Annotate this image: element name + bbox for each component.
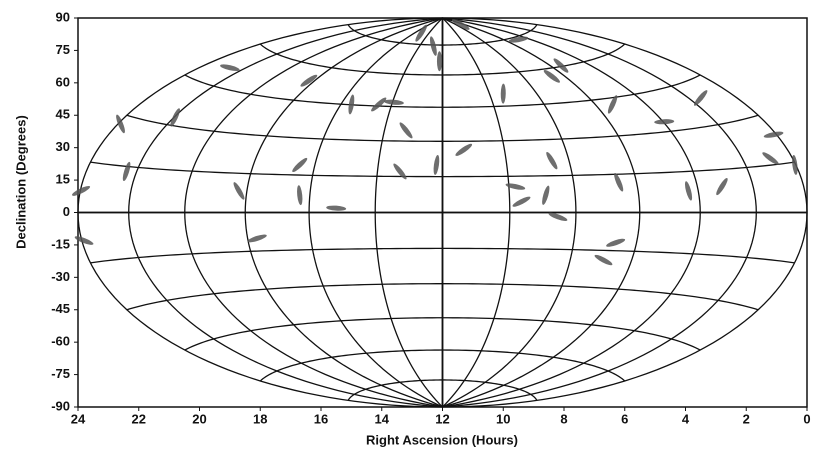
source-ellipse: [348, 94, 355, 115]
x-tick-label: 0: [803, 411, 810, 426]
source-ellipse: [512, 196, 531, 207]
source-ellipse: [415, 24, 428, 42]
source-ellipse: [74, 236, 94, 245]
source-ellipse: [371, 97, 387, 112]
x-tick-label: 6: [621, 411, 628, 426]
source-ellipse: [436, 51, 442, 72]
source-ellipse: [292, 157, 308, 173]
y-tick-label: 90: [56, 9, 70, 24]
x-tick-label: 12: [435, 411, 449, 426]
x-tick-label: 16: [314, 411, 328, 426]
x-tick-label: 24: [71, 411, 86, 426]
y-tick-label: 60: [56, 74, 70, 89]
source-ellipse: [684, 181, 693, 201]
y-tick-label: 0: [63, 204, 70, 219]
x-axis-label: Right Ascension (Hours): [366, 432, 518, 447]
y-tick-label: -15: [51, 236, 70, 251]
y-tick-label: -30: [51, 269, 70, 284]
source-ellipse: [326, 205, 347, 211]
source-ellipse: [763, 131, 784, 138]
source-ellipse: [122, 161, 131, 182]
source-ellipse: [300, 74, 318, 87]
source-ellipse: [792, 155, 798, 175]
source-ellipse: [71, 185, 91, 196]
source-ellipse: [429, 36, 437, 56]
y-tick-label: -75: [51, 366, 70, 381]
x-tick-label: 10: [496, 411, 510, 426]
source-ellipse: [594, 254, 613, 266]
source-ellipse: [716, 177, 728, 196]
x-tick-label: 2: [743, 411, 750, 426]
source-ellipse: [297, 185, 303, 206]
x-tick-label: 18: [253, 411, 267, 426]
x-tick-label: 4: [682, 411, 690, 426]
source-ellipse: [116, 114, 125, 134]
source-ellipse: [455, 143, 473, 156]
source-ellipse: [383, 99, 404, 105]
source-ellipse: [607, 95, 618, 114]
source-ellipse: [654, 119, 675, 125]
source-ellipse: [548, 212, 568, 221]
y-tick-label: 15: [56, 172, 70, 187]
source-ellipse: [614, 172, 624, 192]
source-ellipse: [247, 234, 267, 243]
source-ellipse: [542, 185, 550, 205]
y-axis-label: Declination (Degrees): [13, 115, 28, 249]
source-ellipse: [433, 155, 440, 175]
source-ellipse: [553, 58, 569, 73]
source-ellipse: [451, 19, 470, 30]
x-tick-label: 20: [192, 411, 206, 426]
source-ellipse: [693, 90, 708, 106]
y-tick-label: 30: [56, 139, 70, 154]
x-tick-label: 8: [560, 411, 567, 426]
source-ellipse: [500, 83, 506, 104]
y-tick-label: -90: [51, 398, 70, 413]
y-tick-label: 75: [56, 42, 70, 57]
source-ellipse: [546, 151, 558, 170]
source-ellipse: [233, 182, 245, 200]
x-tick-label: 22: [132, 411, 146, 426]
source-ellipse: [393, 163, 407, 180]
source-ellipse: [220, 64, 240, 72]
y-tick-label: -60: [51, 334, 70, 349]
source-ellipse: [170, 108, 180, 127]
x-tick-label: 14: [375, 411, 390, 426]
source-ellipse: [606, 238, 626, 247]
source-ellipse: [543, 70, 560, 83]
y-tick-label: -45: [51, 301, 70, 316]
source-ellipse: [399, 122, 413, 139]
source-ellipse: [508, 36, 529, 43]
source-ellipse: [762, 152, 779, 165]
y-tick-label: 45: [56, 107, 70, 122]
source-ellipse: [505, 183, 526, 190]
